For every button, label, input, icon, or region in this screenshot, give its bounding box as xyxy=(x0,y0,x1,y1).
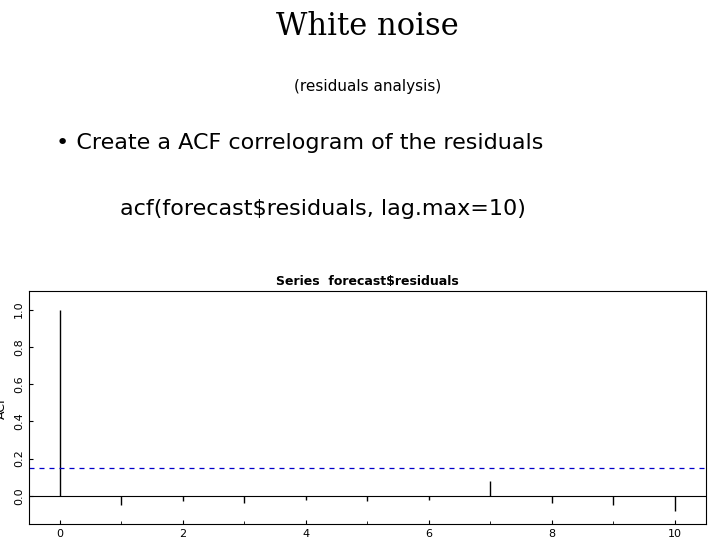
Title: Series  forecast$residuals: Series forecast$residuals xyxy=(276,275,459,288)
Text: (residuals analysis): (residuals analysis) xyxy=(294,79,441,94)
Text: • Create a ACF correlogram of the residuals: • Create a ACF correlogram of the residu… xyxy=(56,133,544,153)
Text: acf(forecast$residuals, lag.max=10): acf(forecast$residuals, lag.max=10) xyxy=(120,199,526,219)
Y-axis label: ACF: ACF xyxy=(0,395,9,420)
Text: White noise: White noise xyxy=(276,11,459,42)
